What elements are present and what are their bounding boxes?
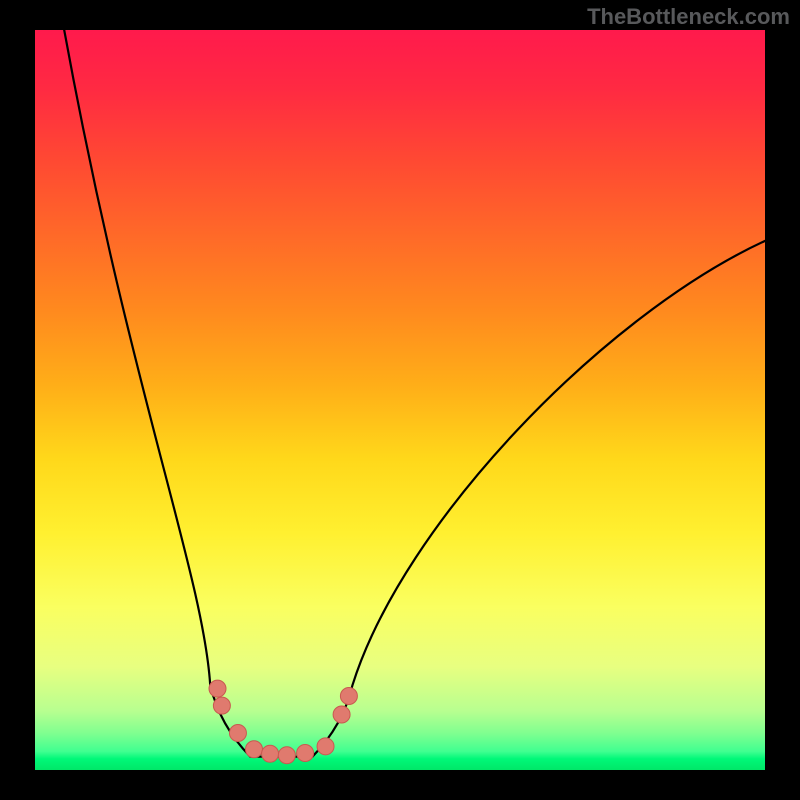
chart-container: TheBottleneck.com xyxy=(0,0,800,800)
data-marker xyxy=(209,680,226,697)
data-marker xyxy=(297,744,314,761)
data-marker xyxy=(213,697,230,714)
data-marker xyxy=(229,725,246,742)
data-marker xyxy=(333,706,350,723)
data-marker xyxy=(246,741,263,758)
plot-background xyxy=(35,30,765,770)
data-marker xyxy=(317,738,334,755)
data-marker xyxy=(340,688,357,705)
watermark-label: TheBottleneck.com xyxy=(587,4,790,30)
data-marker xyxy=(262,745,279,762)
chart-canvas xyxy=(0,0,800,800)
data-marker xyxy=(278,747,295,764)
